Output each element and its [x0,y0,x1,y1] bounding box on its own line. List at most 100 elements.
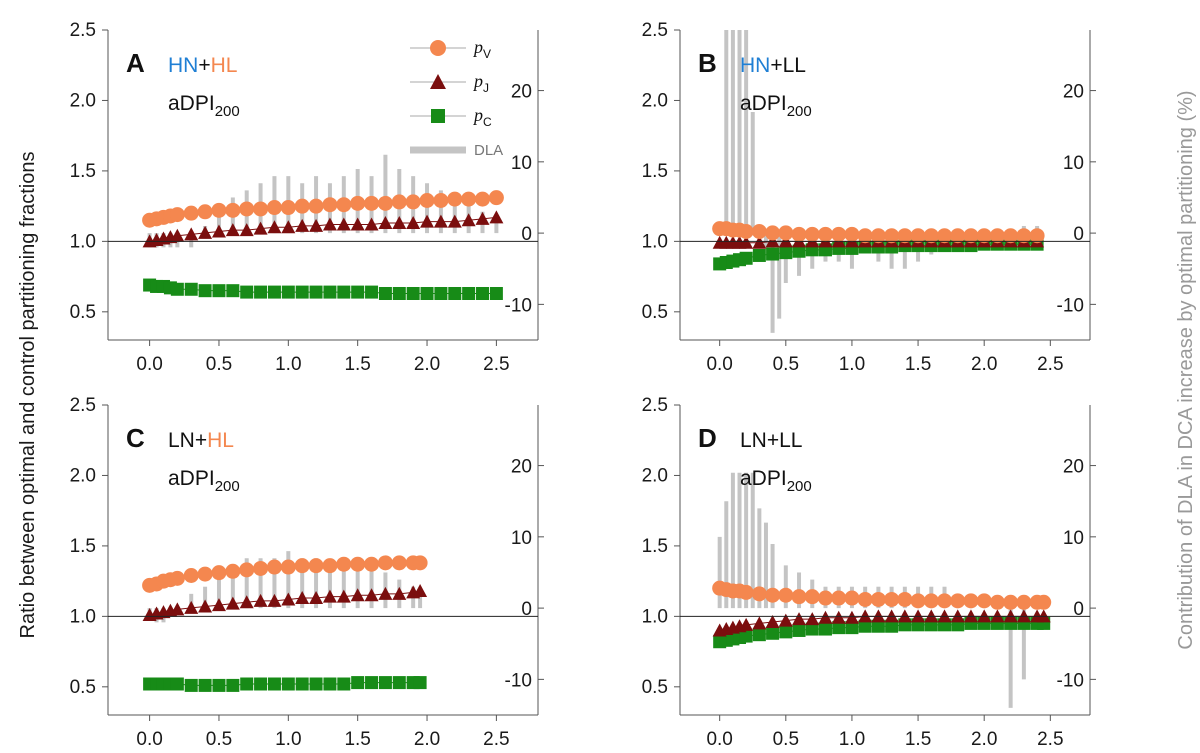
data-layer [712,30,1045,333]
pC-point [779,625,793,639]
pJ-point [184,600,199,614]
subtitle-sub: 200 [787,478,812,495]
pV-point [976,228,992,244]
pV-point [239,562,255,578]
pV-point [308,198,324,214]
pC-point [295,677,309,691]
right-tick-label: 20 [511,457,532,478]
pJ-point [739,617,754,631]
right-axis-label: Contribution of DLA in DCA increase by o… [1175,90,1197,649]
legend-label: pC [472,105,492,129]
pV-point [937,228,953,244]
pV-point [239,201,255,217]
x-tick-label: 2.5 [1037,354,1063,375]
legend-label-main: p [472,71,483,91]
pJ-point [805,612,820,626]
pV-point [791,226,807,242]
pJ-line [149,216,497,242]
pC-point [337,677,351,691]
pC-point [281,677,295,691]
pJ-point [336,589,351,603]
pC-point [198,678,212,692]
legend-label: DLA [474,142,503,159]
pC-point [766,247,780,261]
condition-part: + [195,429,207,452]
pV-point [488,190,504,206]
panel-D: 0.5 1.0 1.5 2.0 2.5 0.0 0.5 1.0 1.5 2.0 2.5 -10 0 20 1… [642,395,1096,750]
pV-point [350,556,366,572]
pC-point [170,282,184,296]
pC-point [739,251,753,265]
y-tick-label: 0.5 [642,302,668,323]
pV-point [751,224,767,239]
x-tick-label: 2.0 [414,354,440,375]
pV-point [447,191,463,207]
pC-point [805,622,819,636]
pC-point [365,285,379,299]
subtitle-main: aDPI [740,92,787,115]
left-axis-label: Ratio between optimal and control partit… [17,152,39,639]
pC-point [267,285,281,299]
pJ-point [413,584,428,597]
pJ-point [267,220,282,234]
condition-part: LN [740,429,767,452]
y-tick-label: 1.5 [70,536,96,557]
pC-point [170,677,184,691]
right-tick-label: 20 [1063,457,1084,478]
pV-point [294,558,310,574]
right-tick-label: -10 [505,670,532,691]
subtitle-sub: 200 [787,103,812,120]
pJ-point [225,223,240,237]
pJ-point [447,214,462,228]
right-tick-label: 0 [1073,224,1084,245]
x-tick-label: 0.0 [136,729,162,750]
pC-point [378,287,392,300]
pV-point [294,198,310,214]
right-tick-label: 10 [511,153,532,174]
x-tick-label: 0.5 [206,729,232,750]
y-tick-label: 1.0 [642,606,668,627]
pV-point [1003,594,1019,610]
pC-point [323,677,337,691]
legend-label-main: p [472,37,483,57]
pC-point [871,619,885,633]
subtitle-label: aDPI200 [740,92,812,120]
pC-point [476,287,490,300]
condition-part: HN [740,54,770,77]
x-tick-label: 2.0 [971,729,997,750]
pJ-point [281,592,296,606]
pJ-point [489,210,504,224]
pC-point [489,287,503,300]
pC-point [406,287,420,300]
pC-point [309,677,323,691]
pJ-point [184,227,199,241]
condition-label: LN+LL [740,429,802,452]
pV-point [391,194,407,210]
panel-C: 0.5 1.0 1.5 2.0 2.5 0.0 0.5 1.0 1.5 2.0 2.5 -10 0 20 1… [70,395,544,750]
pV-point [336,197,352,213]
pV-point [433,193,449,208]
right-tick-label: 10 [1063,528,1084,549]
pV-point [897,591,913,607]
legend-label: pV [472,37,491,61]
pV-point [377,195,393,211]
pJ-point [336,217,351,231]
pC-point [779,246,793,260]
pJ-point [322,589,337,603]
pC-point [832,621,846,635]
pV-point [377,555,393,571]
legend-label-sub: J [483,81,489,95]
pC-point [792,623,806,637]
pV-point [950,228,966,244]
condition-label: HN+HL [168,54,237,77]
pJ-point [253,221,268,235]
pV-point [336,556,352,572]
panels: 0.5 1.0 1.5 2.0 2.5 0.0 0.5 1.0 1.5 2.0 2.5 -10 0 20 1… [70,20,1096,750]
pJ-point [739,235,754,249]
pJ-point [752,616,767,630]
pJ-point [792,612,807,626]
y-tick-label: 0.5 [70,677,96,698]
pC-point [392,287,406,300]
pV-point [844,590,860,606]
